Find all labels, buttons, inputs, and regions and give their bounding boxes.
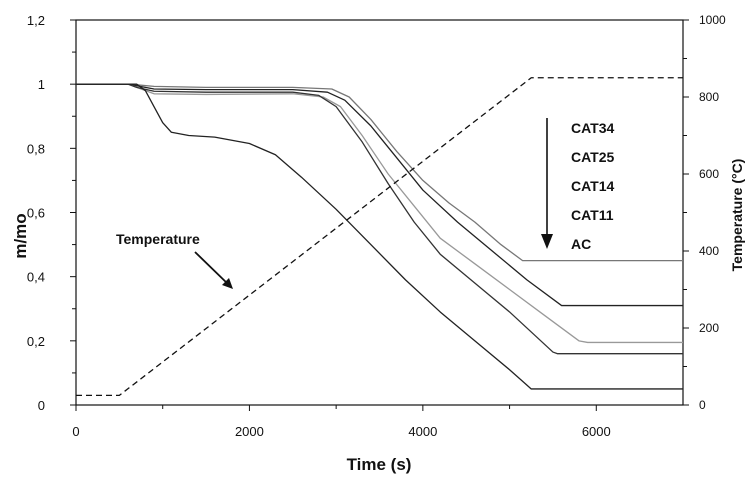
left-y-axis-ticks: 0 0,2 0,4 0,6 0,8 1 1,2 xyxy=(27,13,76,413)
temperature-annotation-arrow-head xyxy=(222,278,233,289)
left-y-tick-label: 1 xyxy=(38,77,45,92)
left-y-axis-title: m/mo xyxy=(11,213,30,258)
series-line-cat34 xyxy=(76,83,683,262)
annotation-layer: Temperature CAT34 CAT25 CAT14 CAT11 AC xyxy=(116,118,615,289)
right-y-axis-title: Temperature (°C) xyxy=(729,159,745,272)
x-tick-label: 4000 xyxy=(408,424,437,439)
right-y-tick-label: 200 xyxy=(699,321,719,335)
x-tick-label: 6000 xyxy=(582,424,611,439)
temperature-annotation-arrow-shaft xyxy=(194,251,230,286)
right-y-tick-label: 600 xyxy=(699,167,719,181)
temperature-annotation-label: Temperature xyxy=(116,231,200,247)
series-order-label-ac: AC xyxy=(571,236,591,252)
right-y-tick-label: 0 xyxy=(699,398,706,412)
series-order-arrow-head xyxy=(541,234,553,249)
left-y-tick-label: 0 xyxy=(38,398,45,413)
x-tick-label: 2000 xyxy=(235,424,264,439)
left-y-tick-label: 0,8 xyxy=(27,141,45,156)
series-order-label-cat34: CAT34 xyxy=(571,120,615,136)
left-y-tick-label: 0,4 xyxy=(27,270,45,285)
series-line-temperature xyxy=(76,77,683,397)
right-y-tick-label: 400 xyxy=(699,244,719,258)
series-line-ac xyxy=(76,83,683,390)
series-layer xyxy=(76,77,683,397)
right-y-tick-label: 800 xyxy=(699,90,719,104)
series-order-label-cat14: CAT14 xyxy=(571,178,615,194)
series-line-cat14 xyxy=(76,83,683,344)
right-y-axis-ticks: 0 200 400 600 800 1000 xyxy=(683,13,726,412)
series-order-label-cat25: CAT25 xyxy=(571,149,615,165)
right-y-tick-label: 1000 xyxy=(699,13,726,27)
x-tick-label: 0 xyxy=(72,424,79,439)
x-axis-title: Time (s) xyxy=(347,455,412,474)
series-line-cat25 xyxy=(76,83,683,307)
left-y-tick-label: 1,2 xyxy=(27,13,45,28)
series-order-label-cat11: CAT11 xyxy=(571,207,614,223)
x-axis-ticks: 0 2000 4000 6000 xyxy=(72,405,611,439)
series-line-cat11 xyxy=(76,83,683,355)
left-y-tick-label: 0,6 xyxy=(27,206,45,221)
left-y-tick-label: 0,2 xyxy=(27,334,45,349)
